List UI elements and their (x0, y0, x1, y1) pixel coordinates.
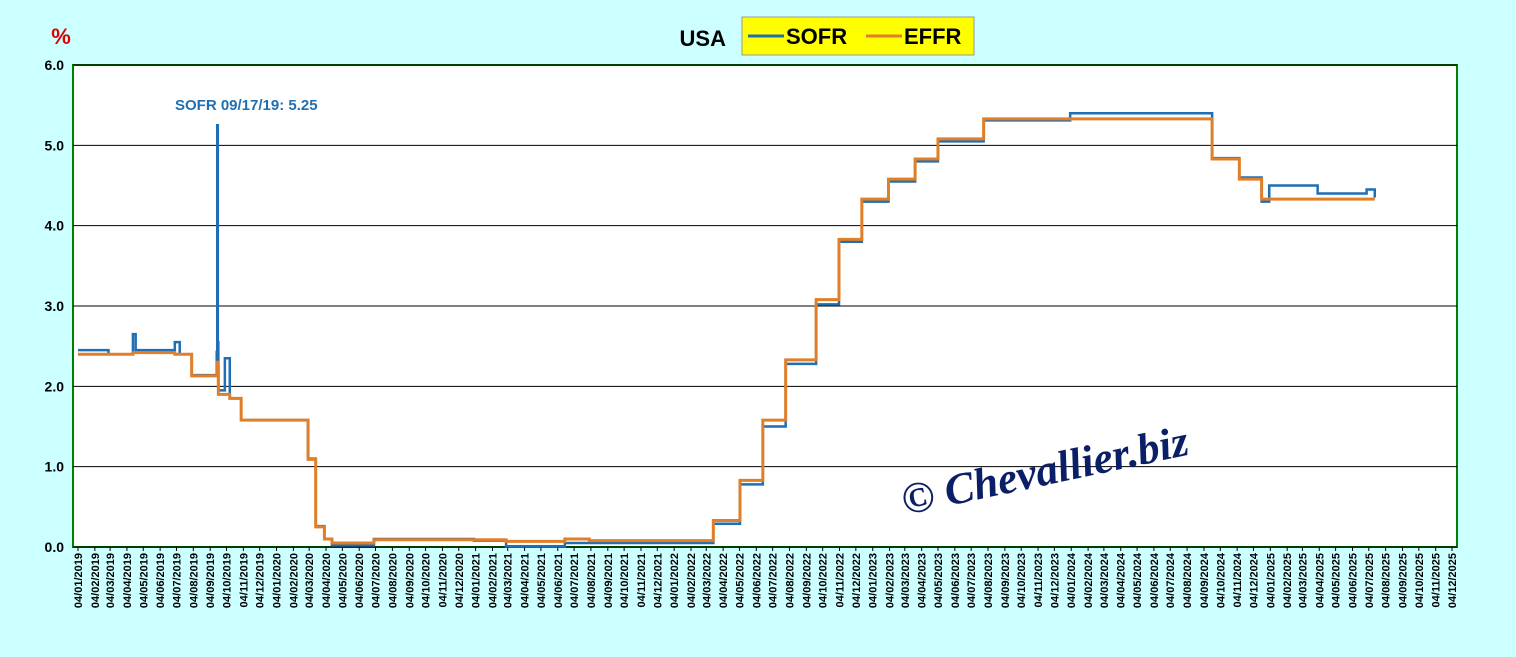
x-tick-label: 04/11/2025 (1431, 553, 1443, 607)
x-tick-label: 04/02/2022 (686, 553, 698, 608)
x-tick-label: 04/02/2019 (90, 553, 102, 608)
x-tick-label: 04/06/2019 (155, 553, 167, 608)
x-tick-label: 04/01/2025 (1265, 553, 1277, 608)
x-tick-label: 04/05/2025 (1331, 553, 1343, 608)
x-tick-label: 04/07/2019 (171, 553, 183, 608)
series-line (78, 117, 1375, 545)
x-tick-label: 04/10/2024 (1215, 552, 1227, 608)
x-tick-label: 04/10/2023 (1016, 553, 1028, 608)
x-tick-label: 04/03/2019 (105, 553, 117, 608)
chart-title: USA (680, 26, 727, 51)
x-tick-label: 04/04/2023 (917, 553, 929, 608)
x-tick-label: 04/12/2024 (1248, 552, 1260, 608)
x-tick-label: 04/12/2019 (255, 553, 267, 608)
x-tick-label: 04/09/2024 (1199, 552, 1211, 608)
x-tick-label: 04/02/2024 (1083, 552, 1095, 608)
x-tick-label: 04/12/2021 (652, 553, 664, 608)
annotation: SOFR 09/17/19: 5.25 (175, 97, 318, 114)
y-tick-label: 1.0 (45, 459, 65, 475)
x-tick-label: 04/10/2025 (1414, 553, 1426, 608)
x-tick-label: 04/09/2020 (404, 553, 416, 608)
x-tick-label: 04/10/2021 (619, 553, 631, 608)
x-tick-label: 04/08/2021 (586, 553, 598, 608)
x-tick-label: 04/02/2023 (885, 553, 897, 608)
x-tick-label: 04/08/2024 (1182, 552, 1194, 608)
x-tick-label: 04/03/2020 (304, 553, 316, 608)
y-tick-label: 5.0 (45, 137, 65, 153)
y-unit: % (51, 24, 71, 49)
x-tick-label: 04/06/2020 (354, 553, 366, 608)
x-tick-label: 04/11/2024 (1232, 552, 1244, 607)
x-tick-label: 04/09/2022 (801, 553, 813, 608)
x-tick-label: 04/09/2023 (1000, 553, 1012, 608)
x-tick-label: 04/12/2023 (1049, 553, 1061, 608)
x-tick-label: 04/11/2023 (1033, 553, 1045, 607)
y-tick-label: 6.0 (45, 57, 65, 73)
x-tick-label: 04/05/2023 (933, 553, 945, 608)
x-tick-label: 04/03/2023 (900, 553, 912, 608)
x-tick-label: 04/05/2020 (337, 553, 349, 608)
x-tick-label: 04/12/2020 (454, 553, 466, 608)
x-tick-label: 04/09/2025 (1398, 553, 1410, 608)
x-tick-label: 04/12/2022 (851, 553, 863, 608)
x-tick-label: 04/05/2019 (138, 553, 150, 608)
x-tick-label: 04/03/2025 (1297, 553, 1309, 608)
x-tick-label: 04/07/2024 (1165, 552, 1177, 608)
x-tick-label: 04/01/2022 (669, 553, 681, 608)
x-tick-label: 04/04/2020 (321, 553, 333, 608)
x-tick-label: 04/01/2023 (868, 553, 880, 608)
x-tick-label: 04/07/2025 (1364, 553, 1376, 608)
x-tick-label: 04/04/2022 (718, 553, 730, 608)
y-tick-label: 3.0 (45, 298, 65, 314)
x-tick-label: 04/09/2021 (603, 553, 615, 608)
x-tick-label: 04/02/2021 (487, 553, 499, 608)
x-tick-label: 04/05/2021 (536, 553, 548, 608)
x-tick-label: 04/11/2021 (636, 553, 648, 607)
x-tick-label: 04/12/2025 (1447, 553, 1459, 608)
x-tick-label: 04/11/2020 (437, 553, 449, 607)
x-tick-label: 04/06/2023 (950, 553, 962, 608)
x-tick-label: 04/08/2023 (983, 553, 995, 608)
x-tick-label: 04/06/2021 (553, 553, 565, 608)
x-tick-label: 04/10/2019 (221, 553, 233, 608)
x-tick-label: 04/07/2022 (768, 553, 780, 608)
x-tick-label: 04/01/2020 (272, 553, 284, 608)
x-tick-label: 04/04/2021 (520, 553, 532, 608)
series-line (78, 111, 1377, 548)
x-tick-label: 04/08/2020 (387, 553, 399, 608)
x-tick-label: 04/01/2021 (471, 553, 483, 608)
x-tick-label: 04/06/2022 (751, 553, 763, 608)
legend-label: SOFR (786, 24, 847, 49)
x-tick-label: 04/06/2024 (1149, 552, 1161, 608)
x-tick-label: 04/03/2022 (701, 553, 713, 608)
x-tick-label: 04/07/2020 (371, 553, 383, 608)
x-tick-label: 04/07/2021 (569, 553, 581, 608)
y-tick-label: 4.0 (45, 218, 65, 234)
x-tick-label: 04/03/2024 (1099, 552, 1111, 608)
x-tick-label: 04/01/2024 (1066, 552, 1078, 608)
x-tick-label: 04/04/2025 (1314, 553, 1326, 608)
x-tick-label: 04/08/2019 (188, 553, 200, 608)
x-tick-label: 04/10/2022 (818, 553, 830, 608)
x-tick-label: 04/03/2021 (503, 553, 515, 608)
x-tick-label: 04/11/2022 (835, 553, 847, 607)
x-tick-label: 04/02/2020 (288, 553, 300, 608)
x-tick-label: 04/05/2024 (1132, 552, 1144, 608)
x-tick-label: 04/06/2025 (1347, 553, 1359, 608)
y-tick-label: 2.0 (45, 378, 65, 394)
x-tick-label: 04/01/2019 (73, 553, 85, 608)
x-tick-label: 04/04/2024 (1116, 552, 1128, 608)
legend-label: EFFR (904, 24, 962, 49)
x-tick-label: 04/04/2019 (122, 553, 134, 608)
x-tick-label: 04/11/2019 (238, 553, 250, 607)
x-tick-label: 04/02/2025 (1282, 553, 1294, 608)
x-tick-label: 04/08/2025 (1381, 553, 1393, 608)
x-tick-label: 04/09/2019 (205, 553, 217, 608)
x-tick-label: 04/10/2020 (421, 553, 433, 608)
x-tick-label: 04/08/2022 (784, 553, 796, 608)
x-tick-label: 04/05/2022 (734, 553, 746, 608)
x-tick-label: 04/07/2023 (966, 553, 978, 608)
y-tick-label: 0.0 (45, 539, 65, 555)
